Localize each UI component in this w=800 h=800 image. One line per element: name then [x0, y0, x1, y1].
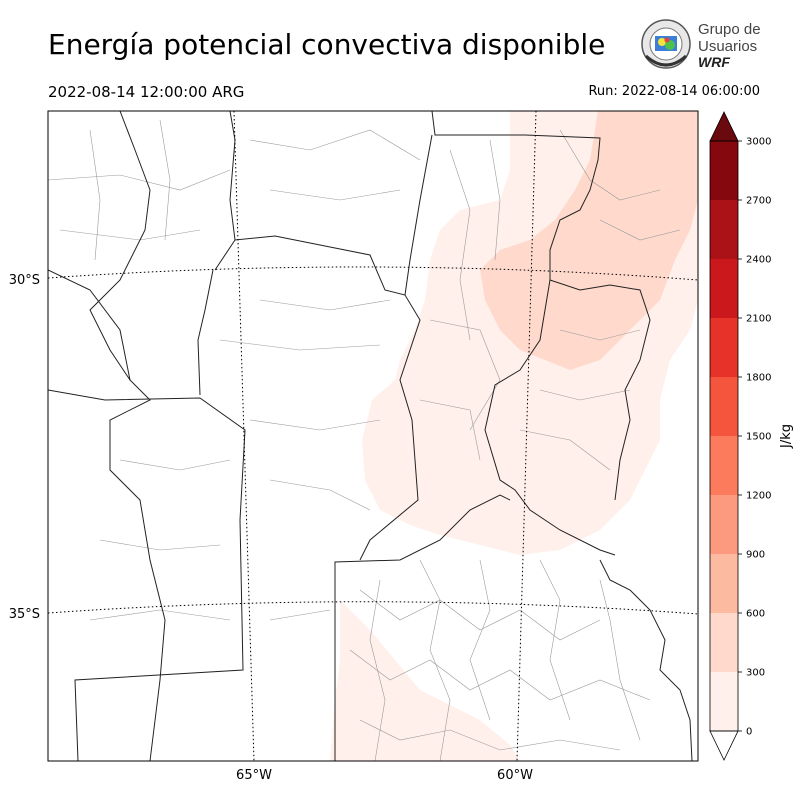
map-frame [47, 110, 699, 762]
lon-label-60w: 60°W [497, 768, 533, 783]
colorbar-tick-label: 1200 [746, 491, 771, 502]
department-boundaries [48, 119, 681, 761]
boundary-central-1 [229, 111, 421, 561]
lon-label-65w: 65°W [236, 768, 272, 783]
boundary-east-1 [431, 111, 616, 556]
colorbar-unit-label: J/kg [779, 424, 794, 449]
colorbar-segment [710, 495, 738, 554]
colorbar-segment [710, 672, 738, 731]
graticule [48, 111, 698, 761]
cape-field [48, 111, 698, 761]
logo-text-line1: Grupo de [698, 21, 761, 38]
colorbar-segment [710, 377, 738, 436]
boundaries [48, 111, 693, 761]
parallel-30s [48, 266, 698, 281]
boundary-east-2 [404, 134, 433, 296]
province-boundaries [48, 111, 693, 761]
colorbar: 0 300 600 900 1200 1500 1800 2100 2400 2700 3000 [709, 111, 771, 761]
colorbar-segment [710, 141, 738, 200]
colorbar-tick-label: 3000 [746, 137, 771, 148]
colorbar-tick-label: 0 [746, 727, 752, 738]
map-title: Energía potencial convectiva disponible [48, 28, 606, 61]
lat-label-35s: 35°S [9, 607, 40, 622]
coastline [599, 559, 693, 761]
meridian-60w [516, 111, 537, 761]
valid-time-label: 2022-08-14 12:00:00 ARG [48, 83, 245, 101]
colorbar-tick-label: 1500 [746, 432, 771, 443]
colorbar-segment [710, 554, 738, 613]
run-time-label: Run: 2022-08-14 06:00:00 [588, 84, 760, 99]
colorbar-tick-label: 900 [746, 550, 765, 561]
cape-contour-300-600 [480, 111, 698, 370]
lat-label-30s: 30°S [9, 273, 40, 288]
boundary-east-3 [549, 279, 651, 501]
colorbar-tick-label: 600 [746, 609, 765, 620]
boundary-andes [89, 111, 166, 761]
colorbar-extend-max [709, 111, 739, 142]
logo-text-line3: WRF [698, 54, 730, 70]
boundary-central-2 [197, 269, 214, 396]
colorbar-segment [710, 436, 738, 495]
boundary-south [334, 494, 511, 761]
cape-contour-300-600-south [330, 600, 520, 761]
boundary-central-3 [214, 239, 236, 271]
colorbar-extend-min [709, 730, 739, 761]
colorbar-tick-label: 2400 [746, 255, 771, 266]
colorbar-segment [710, 613, 738, 672]
logo-emblem [641, 19, 691, 69]
logo-text-line2: Usuarios [698, 38, 757, 55]
boundary-west-1 [48, 269, 131, 381]
colorbar-tick-label: 2700 [746, 196, 771, 207]
colorbar-segment [710, 259, 738, 318]
logo: Grupo de Usuarios WRF [641, 19, 761, 70]
colorbar-tick-label: 1800 [746, 373, 771, 384]
colorbar-segment [710, 200, 738, 259]
parallel-35s [48, 601, 698, 615]
meridian-65w [233, 111, 255, 761]
colorbar-tick-label: 2100 [746, 314, 771, 325]
colorbar-segment [710, 318, 738, 377]
colorbar-tick-label: 300 [746, 668, 765, 679]
cape-contour-small [548, 270, 610, 300]
boundary-west-2 [48, 389, 246, 761]
